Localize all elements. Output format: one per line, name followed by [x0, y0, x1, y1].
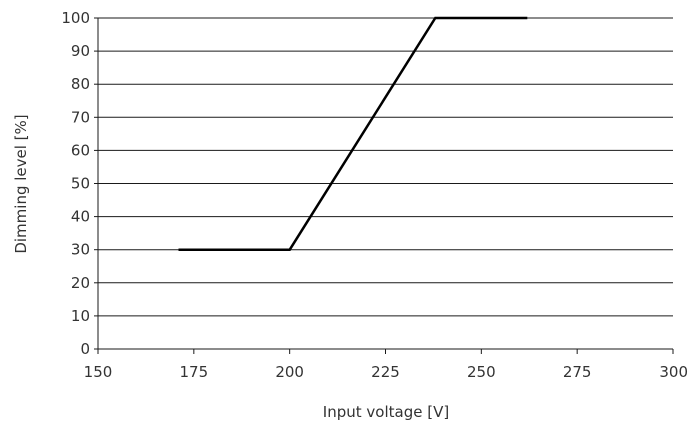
y-tick-labels: 0 10 20 30 40 50 60 70 80 90 100 — [61, 9, 90, 358]
x-tick-label-250: 250 — [467, 363, 496, 381]
y-tick-label-60: 60 — [71, 141, 90, 159]
series-group — [178, 16, 528, 251]
y-tick-label-100: 100 — [61, 9, 90, 27]
y-tick-label-50: 50 — [71, 175, 90, 193]
y-tick-label-40: 40 — [71, 208, 90, 226]
y-tick-label-10: 10 — [71, 307, 90, 325]
grid-lines — [98, 17, 673, 317]
y-tick-label-30: 30 — [71, 241, 90, 259]
x-axis-title: Input voltage [V] — [323, 403, 449, 421]
x-tick-label-275: 275 — [563, 363, 592, 381]
y-tick-label-70: 70 — [71, 108, 90, 126]
x-tick-labels: 150 175 200 225 250 275 300 — [84, 363, 688, 381]
x-tick-label-225: 225 — [371, 363, 400, 381]
y-axis-title: Dimming level [%] — [12, 114, 30, 253]
x-tick-label-150: 150 — [84, 363, 113, 381]
axes — [94, 17, 674, 354]
x-tick-label-175: 175 — [180, 363, 209, 381]
y-tick-label-90: 90 — [71, 42, 90, 60]
x-tick-label-300: 300 — [659, 363, 688, 381]
y-tick-label-20: 20 — [71, 274, 90, 292]
y-tick-label-80: 80 — [71, 75, 90, 93]
y-tick-label-0: 0 — [80, 340, 90, 358]
series-line-0 — [178, 16, 528, 251]
x-tick-label-200: 200 — [275, 363, 304, 381]
